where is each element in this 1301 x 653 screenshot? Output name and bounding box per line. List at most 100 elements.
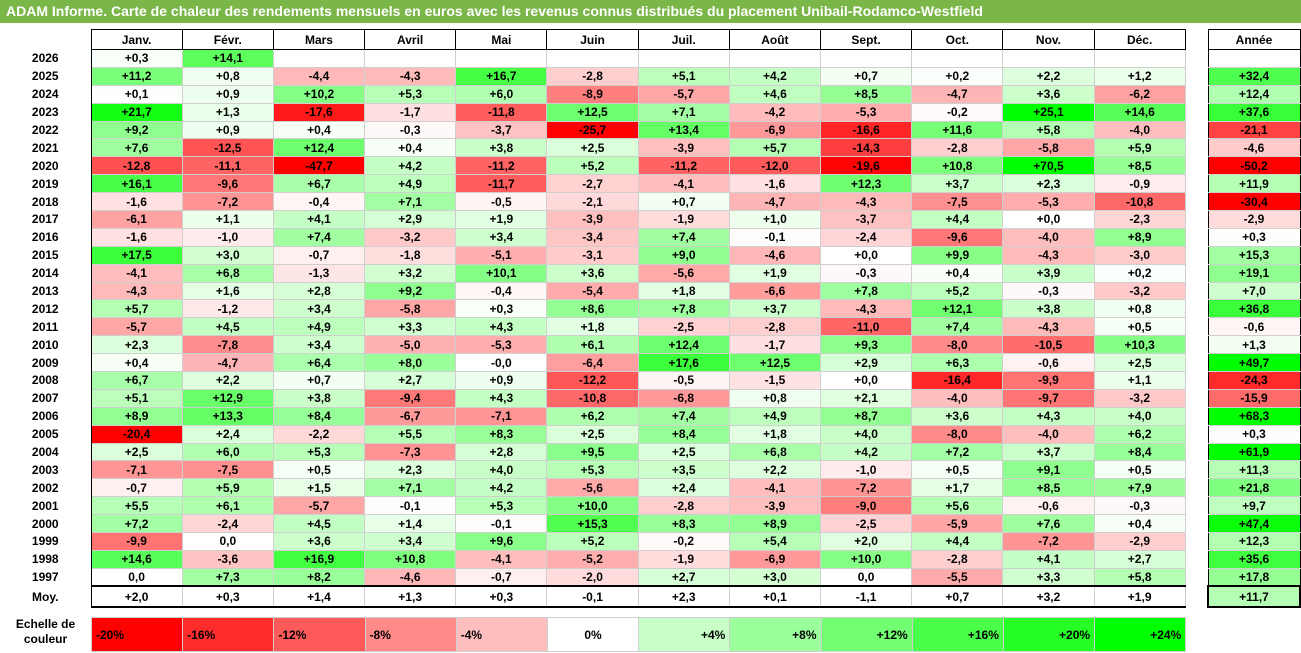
heatmap-cell: -3,6 xyxy=(181,549,274,569)
heatmap-cell: +0,5 xyxy=(1093,460,1186,480)
heatmap-cell: +0,8 xyxy=(181,66,274,86)
heatmap-cell: +4,6 xyxy=(728,84,822,104)
heatmap-cell: -19,6 xyxy=(819,156,913,176)
heatmap-cell: +4,4 xyxy=(911,532,1004,551)
heatmap-cell: +7,8 xyxy=(637,299,730,319)
heatmap-cell: -4,3 xyxy=(1002,317,1095,337)
heatmap-cell: -1,8 xyxy=(364,245,457,265)
chart-title: ADAM Informe. Carte de chaleur des rende… xyxy=(0,0,1301,23)
heatmap-cell: -0,2 xyxy=(911,102,1004,122)
heatmap-cell: +17,6 xyxy=(637,353,730,373)
heatmap-cell: +0,5 xyxy=(911,460,1004,480)
heatmap-cell: +5,5 xyxy=(90,496,183,516)
heatmap-cell: -10,8 xyxy=(1093,192,1186,212)
year-row-2016: 2016 -1,6 -1,0 +7,4 -3,2 +3,4 -3,4 +7,4 -0,1 -2,4… xyxy=(0,227,1186,247)
heatmap-cell: -0,9 xyxy=(1093,174,1186,194)
heatmap-cell: +6,3 xyxy=(911,353,1004,373)
heatmap-cell: 0,0 xyxy=(90,567,183,587)
heatmap-cell: +8,5 xyxy=(819,84,913,104)
heatmap-cell: -2,5 xyxy=(819,514,913,534)
heatmap-cell: +4,2 xyxy=(364,156,457,176)
year-row-1998: 1998 +14,6 -3,6 +16,9 +10,8 -4,1 -5,2 -1,9 -6,9 +… xyxy=(0,549,1186,569)
year-row-2002: 2002 -0,7 +5,9 +1,5 +7,1 +4,2 -5,6 +2,4 -4,1 -7,2… xyxy=(0,478,1186,498)
month-header-1: Janv. xyxy=(90,29,183,50)
year-label: 2022 xyxy=(0,121,92,139)
annual-cell: +49,7 xyxy=(1207,353,1301,373)
heatmap-cell: +0,2 xyxy=(1093,263,1186,283)
annual-returns-table: Année +32,4 +12,4 +37,6 -21,1 -4,6 -50,2 +11,9… xyxy=(1207,29,1301,609)
heatmap-cell: -9,9 xyxy=(90,532,183,551)
heatmap-cell: +10,0 xyxy=(546,496,639,516)
heatmap-cell: +25,1 xyxy=(1002,102,1095,122)
annual-cell: -0,6 xyxy=(1207,317,1301,337)
heatmap-cell: -0,3 xyxy=(819,263,913,283)
heatmap-cell: 0,0 xyxy=(181,532,274,551)
heatmap-cell: +3,6 xyxy=(272,532,366,551)
heatmap-cell: +15,3 xyxy=(546,514,639,534)
annual-cell: +47,4 xyxy=(1207,514,1301,534)
heatmap-cell: +0,5 xyxy=(1093,317,1186,337)
year-row-2007: 2007 +5,1 +12,9 +3,8 -9,4 +4,3 -10,8 -6,8 +0,8 +2… xyxy=(0,388,1186,408)
year-label: 2004 xyxy=(0,443,92,461)
heatmap-cell: +3,0 xyxy=(181,245,274,265)
heatmap-cell: -1,7 xyxy=(364,102,457,122)
heatmap-cell: -6,4 xyxy=(546,353,639,373)
heatmap-cell: -0,7 xyxy=(272,245,366,265)
annual-row-1998: +35,6 xyxy=(1207,549,1301,569)
year-row-2003: 2003 -7,1 -7,5 +0,5 +2,3 +4,0 +5,3 +3,5 +2,2 -1,0… xyxy=(0,460,1186,480)
heatmap-cell: +16,7 xyxy=(455,66,548,86)
heatmap-cell: +11,6 xyxy=(911,120,1004,140)
heatmap-cell: +5,4 xyxy=(728,532,822,551)
year-row-2006: 2006 +8,9 +13,3 +8,4 -6,7 -7,1 +6,2 +7,4 +4,9 +8,… xyxy=(0,406,1186,426)
year-row-2008: 2008 +6,7 +2,2 +0,7 +2,7 +0,9 -12,2 -0,5 -1,5 +0,… xyxy=(0,371,1186,390)
heatmap-cell: +0,5 xyxy=(272,460,366,480)
heatmap-cell: +2,1 xyxy=(819,388,913,408)
heatmap-cell: +3,8 xyxy=(455,138,548,158)
annual-row-2024: +12,4 xyxy=(1207,84,1301,104)
heatmap-cell: +0,3 xyxy=(455,299,548,319)
year-label: 2014 xyxy=(0,264,92,283)
heatmap-cell: -5,3 xyxy=(1002,192,1095,212)
heatmap-cell: -1,6 xyxy=(90,192,183,212)
heatmap-cell: +0,8 xyxy=(1093,299,1186,319)
average-cell: +1,9 xyxy=(1093,585,1186,609)
heatmap-cell: +1,4 xyxy=(364,514,457,534)
annual-row-2009: +49,7 xyxy=(1207,353,1301,373)
heatmap-cell: -5,7 xyxy=(90,317,183,337)
year-label: 2015 xyxy=(0,246,92,265)
heatmap-cell: -0,3 xyxy=(364,120,457,140)
heatmap-cell: +8,9 xyxy=(90,406,183,426)
heatmap-cell xyxy=(911,49,1004,68)
heatmap-cell: -7,2 xyxy=(1002,532,1095,551)
year-row-2009: 2009 +0,4 -4,7 +6,4 +8,0 -0,0 -6,4 +17,6 +12,5 +2… xyxy=(0,353,1186,373)
year-row-2012: 2012 +5,7 -1,2 +3,4 -5,8 +0,3 +8,6 +7,8 +3,7 -4,3… xyxy=(0,299,1186,319)
heatmap-cell: -7,8 xyxy=(181,335,274,355)
year-label: 2020 xyxy=(0,156,92,175)
heatmap-cell: +5,9 xyxy=(1093,138,1186,158)
heatmap-cell: -5,8 xyxy=(364,299,457,319)
heatmap-cell xyxy=(364,49,457,68)
heatmap-cell: -6,2 xyxy=(1093,84,1186,104)
heatmap-cell xyxy=(728,49,822,68)
average-cell: +2,3 xyxy=(637,585,730,609)
heatmap-cell: -2,2 xyxy=(272,424,366,444)
heatmap-cell: -1,0 xyxy=(819,460,913,480)
average-cell: +1,3 xyxy=(364,585,457,609)
heatmap-cell: +0,7 xyxy=(272,371,366,390)
heatmap-cell: +3,8 xyxy=(272,388,366,408)
heatmap-cell: +4,9 xyxy=(272,317,366,337)
heatmap-cell: -6,9 xyxy=(728,120,822,140)
heatmap-cell: -11,0 xyxy=(819,317,913,337)
heatmap-cell: -4,1 xyxy=(637,174,730,194)
heatmap-cell: -4,1 xyxy=(455,549,548,569)
heatmap-cell: -4,6 xyxy=(364,567,457,587)
heatmap-cell: -0,4 xyxy=(455,281,548,301)
heatmap-cell: -5,5 xyxy=(911,567,1004,587)
heatmap-cell: +0,7 xyxy=(819,66,913,86)
heatmap-cell: -0,6 xyxy=(1002,496,1095,516)
heatmap-cell: +14,1 xyxy=(181,49,274,68)
heatmap-cell: -16,6 xyxy=(819,120,913,140)
heatmap-cell: +8,9 xyxy=(728,514,822,534)
heatmap-cell: +4,1 xyxy=(1002,549,1095,569)
heatmap-cell: +2,9 xyxy=(364,210,457,229)
